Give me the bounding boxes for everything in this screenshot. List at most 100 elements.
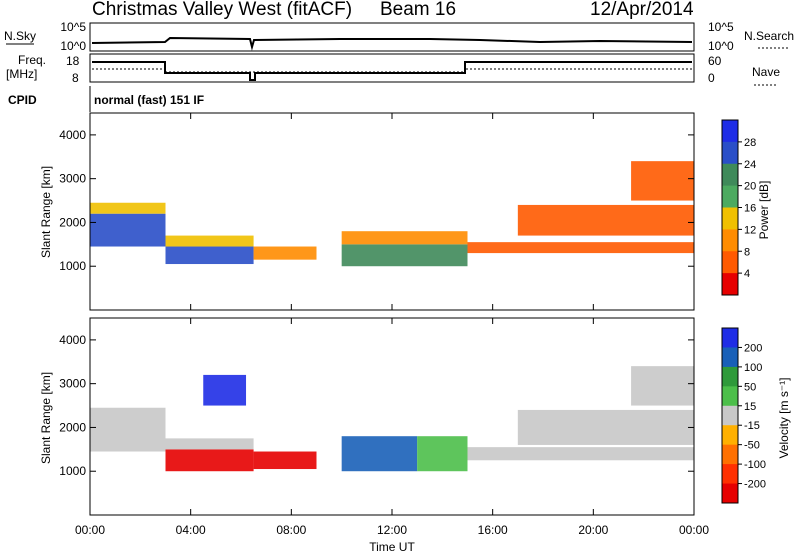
xtick-label: 04:00 [176,523,206,537]
power-colorbar-swatch [722,273,738,296]
velocity-colorbar-swatch [722,347,738,368]
power-region-6 [341,231,468,245]
power-heatmap [90,161,694,267]
time-axis-label: Time UT [369,540,415,554]
velocity-region-6 [417,436,468,472]
power-colorbar-swatches [722,120,738,296]
velocity-panel: 1000 2000 3000 4000 00:00 04:00 08:00 12:00 16:… [39,317,709,554]
power-colorbar-swatch [722,163,738,187]
velocity-ytick-label: 4000 [59,333,86,347]
nsearch-tick-top: 10^5 [708,20,734,34]
nave-label: Nave [752,65,780,79]
velocity-region-2 [165,438,254,450]
velocity-colorbar-swatch [722,444,738,465]
power-region-1 [90,202,166,214]
velocity-heatmap [90,366,694,472]
velocity-region-7 [467,447,694,461]
velocity-y-ticks: 1000 2000 3000 4000 [59,333,694,478]
cpid-label: CPID [8,93,37,107]
velocity-ylabel: Slant Range [km] [39,372,53,464]
velocity-colorbar-label: Velocity [m s⁻¹] [777,377,791,458]
velocity-region-0 [90,407,166,452]
power-region-5 [341,244,468,267]
velocity-colorbar: 200 100 50 15 -15 -50 -100 -200 Velocity [m s⁻¹… [721,327,791,504]
velocity-colorbar-swatch [722,366,738,387]
velocity-region-8 [517,409,694,445]
beam-label: Beam 16 [380,0,456,20]
nsky-label: N.Sky [4,29,36,43]
power-x-tick-marks [89,113,695,310]
velocity-colorbar-tick-label: -50 [744,440,760,452]
velocity-colorbar-swatch [722,425,738,446]
velocity-x-ticks: 00:00 04:00 08:00 12:00 16:00 20:00 00:00 [75,318,709,537]
nsky-tick-bottom: 10^0 [60,39,86,53]
nsearch-label: N.Search [744,29,794,43]
power-colorbar-swatch [722,229,738,252]
power-colorbar-tick-label: 28 [744,137,756,149]
velocity-ytick-label: 1000 [59,464,86,478]
power-region-0 [90,213,166,247]
power-ytick-label: 3000 [59,172,86,186]
power-ytick-label: 2000 [59,215,86,229]
velocity-colorbar-swatches [722,328,738,504]
velocity-region-5 [341,436,418,472]
velocity-colorbar-swatch [722,386,738,407]
power-colorbar-swatch [722,185,738,208]
nave-trace [92,68,692,73]
power-region-4 [253,246,317,260]
noise-strip: N.Sky 10^5 10^0 10^5 10^0 N.Search [4,20,794,53]
power-colorbar-swatch [722,120,738,143]
power-colorbar-swatch [722,251,738,274]
velocity-region-4 [203,374,247,406]
freq-trace [92,61,692,81]
velocity-region-1 [165,449,254,472]
freq-tick-top: 18 [66,54,80,68]
power-colorbar-tick-label: 4 [744,268,750,280]
xtick-label: 08:00 [276,523,306,537]
station-title: Christmas Valley West (fitACF) [92,0,352,20]
velocity-ytick-label: 2000 [59,420,86,434]
nave-tick-bottom: 0 [708,71,715,85]
power-region-2 [165,246,254,265]
power-colorbar-tick-label: 24 [744,159,756,171]
power-colorbar-swatch [722,141,738,165]
freq-tick-bottom: 8 [72,71,79,85]
freq-unit-label: [MHz] [6,67,37,81]
freq-label: Freq. [18,53,46,67]
power-region-9 [631,161,694,201]
velocity-colorbar-tick-label: 200 [744,342,762,354]
nsky-tick-top: 10^5 [60,20,86,34]
velocity-colorbar-tick-label: 50 [744,381,756,393]
power-panel: 1000 2000 3000 4000 Slant Range [km] [39,112,695,311]
velocity-ytick-label: 3000 [59,377,86,391]
xtick-label: 16:00 [478,523,508,537]
power-ytick-label: 4000 [59,128,86,142]
power-colorbar-label: Power [dB] [757,181,771,240]
power-colorbar-swatch [722,207,738,230]
velocity-colorbar-swatch [722,328,738,348]
power-colorbar-tick-label: 20 [744,181,756,193]
velocity-region-3 [253,451,317,470]
velocity-colorbar-tick-label: -15 [744,420,760,432]
xtick-label: 00:00 [679,523,709,537]
velocity-colorbar-tick-label: -100 [744,459,766,471]
xtick-label: 12:00 [377,523,407,537]
xtick-label: 00:00 [75,523,105,537]
power-ylabel: Slant Range [km] [39,166,53,258]
nsky-trace [91,36,693,51]
freq-strip-frame [89,53,695,83]
power-colorbar-ticks: 28 24 20 16 12 8 4 [738,137,756,280]
velocity-colorbar-swatch [722,464,738,485]
power-region-8 [517,204,694,236]
xtick-label: 20:00 [578,523,608,537]
velocity-colorbar-swatch [722,483,738,504]
power-region-7 [467,242,694,254]
freq-strip: Freq. [MHz] 18 8 60 0 Nave [6,53,780,86]
power-colorbar-tick-label: 16 [744,203,756,215]
power-region-3 [165,235,254,247]
velocity-colorbar-frame [721,327,739,504]
velocity-colorbar-swatch [722,405,738,426]
velocity-colorbar-ticks: 200 100 50 15 -15 -50 -100 -200 [738,342,766,491]
velocity-region-9 [631,366,694,406]
